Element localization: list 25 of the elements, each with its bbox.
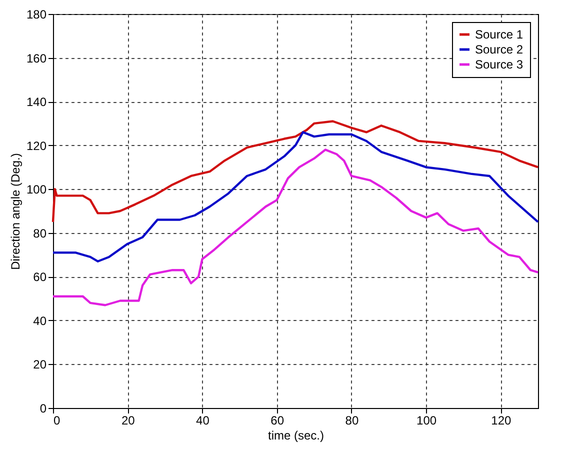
y-axis-title: Direction angle (Deg.) [8, 153, 22, 270]
y-tick-label: 120 [26, 138, 47, 153]
legend-label: Source 2 [475, 42, 524, 56]
line-series [52, 131, 540, 262]
x-tick-label: 80 [345, 414, 359, 428]
y-tick-label: 0 [40, 402, 47, 416]
line-series [52, 148, 540, 306]
y-tick-label: 160 [26, 51, 47, 66]
x-tick-label: 120 [491, 414, 512, 428]
y-tick-label: 180 [26, 8, 47, 22]
y-tick-label: 60 [33, 270, 47, 284]
y-tick-label: 140 [26, 95, 47, 110]
legend-label: Source 1 [475, 28, 524, 42]
x-axis-title: time (sec.) [268, 428, 324, 442]
x-tick-label: 20 [121, 414, 136, 428]
x-tick-label: 100 [416, 414, 437, 428]
legend-label: Source 3 [475, 58, 524, 72]
y-tick-label: 100 [26, 182, 47, 197]
x-tick-label: 0 [54, 414, 60, 428]
x-tick-label: 60 [270, 414, 284, 428]
y-tick-label: 20 [33, 358, 47, 372]
y-tick-label: 80 [33, 226, 47, 240]
x-tick-label: 40 [196, 414, 210, 428]
y-tick-label: 40 [33, 314, 47, 328]
line-series [52, 120, 540, 224]
